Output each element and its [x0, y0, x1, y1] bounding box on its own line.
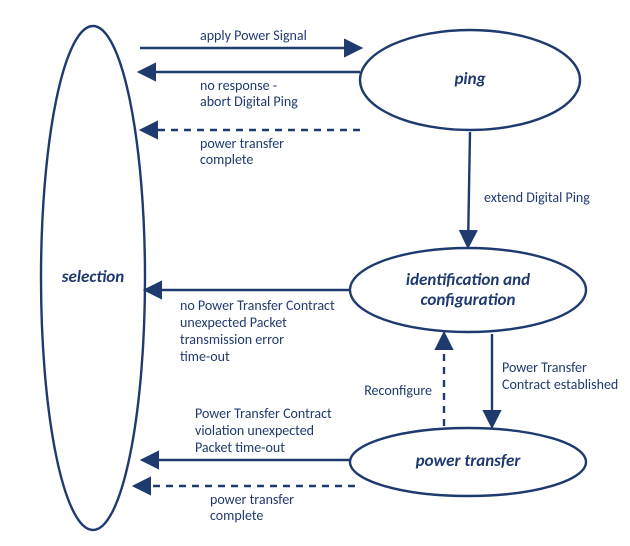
node-label: power transfer	[416, 450, 522, 471]
label-reconfigure: Reconfigure	[364, 382, 432, 399]
edge-extend	[468, 132, 470, 246]
label-ptc-bottom1: power transfer	[210, 491, 294, 508]
label-violation1: Power Transfer Contract	[195, 405, 332, 422]
node-label: ping	[454, 68, 485, 89]
label-violation2: violation unexpected	[195, 422, 314, 439]
label-no-response-1: no response -	[200, 77, 277, 94]
label-no-ptc3: transmission error	[180, 331, 284, 348]
node-label: configuration	[421, 289, 516, 310]
label-no-response-2: abort Digital Ping	[200, 93, 298, 110]
label-no-ptc2: unexpected Packet	[180, 314, 287, 331]
state-diagram: selection ping identification andconfigura…	[0, 0, 630, 546]
node-label: identification and	[406, 269, 530, 290]
label-established2: Contract established	[502, 376, 618, 393]
label-no-ptc4: time-out	[180, 348, 230, 365]
label-ptc-bottom2: complete	[210, 507, 263, 524]
label-no-ptc1: no Power Transfer Contract	[180, 297, 335, 314]
label-violation3: Packet time-out	[195, 439, 285, 456]
label-ptc-top-2: complete	[200, 151, 253, 168]
label-extend: extend Digital Ping	[484, 189, 590, 206]
node-label: selection	[61, 266, 124, 287]
label-ptc-top-1: power transfer	[200, 135, 284, 152]
label-established1: Power Transfer	[502, 359, 587, 376]
label-apply-power: apply Power Signal	[200, 27, 307, 44]
